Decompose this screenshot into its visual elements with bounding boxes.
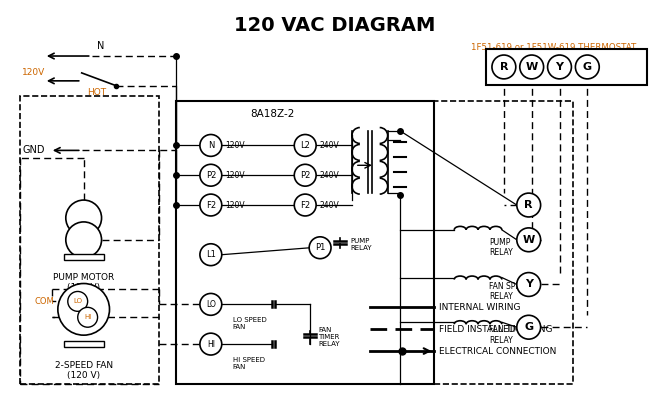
Circle shape — [517, 228, 541, 252]
Text: HOT: HOT — [86, 88, 106, 97]
Polygon shape — [393, 150, 405, 158]
Circle shape — [66, 200, 102, 236]
Text: P2: P2 — [206, 171, 216, 180]
Text: PUMP MOTOR
(120 V): PUMP MOTOR (120 V) — [53, 273, 115, 292]
Text: 120V: 120V — [22, 68, 46, 78]
Circle shape — [200, 134, 222, 156]
Text: W: W — [525, 62, 538, 72]
Circle shape — [294, 194, 316, 216]
Circle shape — [200, 244, 222, 266]
Text: LO: LO — [73, 298, 82, 304]
Text: PUMP
RELAY: PUMP RELAY — [350, 238, 372, 251]
Circle shape — [517, 315, 541, 339]
Circle shape — [200, 194, 222, 216]
Circle shape — [517, 273, 541, 296]
Circle shape — [547, 55, 572, 79]
Bar — [64, 254, 104, 260]
Bar — [176, 101, 434, 384]
Text: L2: L2 — [300, 141, 310, 150]
Text: GND: GND — [22, 145, 45, 155]
Circle shape — [309, 237, 331, 259]
Bar — [64, 341, 104, 347]
Text: P2: P2 — [300, 171, 310, 180]
Text: 120 VAC DIAGRAM: 120 VAC DIAGRAM — [234, 16, 436, 35]
Circle shape — [492, 55, 516, 79]
Circle shape — [520, 55, 543, 79]
Text: 120V: 120V — [224, 141, 245, 150]
Text: INTERNAL WIRING: INTERNAL WIRING — [440, 303, 521, 312]
Circle shape — [576, 55, 599, 79]
Text: LO SPEED
FAN: LO SPEED FAN — [232, 317, 267, 330]
Text: F2: F2 — [300, 201, 310, 210]
Text: ELECTRICAL CONNECTION: ELECTRICAL CONNECTION — [440, 347, 557, 356]
Text: 8A18Z-2: 8A18Z-2 — [251, 109, 295, 119]
Text: HI: HI — [207, 340, 215, 349]
Text: L1: L1 — [206, 250, 216, 259]
Text: G: G — [524, 322, 533, 332]
Text: HI: HI — [84, 314, 91, 320]
Circle shape — [68, 292, 88, 311]
Text: 240V: 240V — [319, 141, 339, 150]
Text: LO: LO — [206, 300, 216, 309]
Text: HI SPEED
FAN: HI SPEED FAN — [232, 357, 265, 370]
Circle shape — [78, 308, 98, 327]
Text: 240V: 240V — [319, 201, 339, 210]
Polygon shape — [393, 134, 405, 142]
Circle shape — [294, 164, 316, 186]
Circle shape — [58, 284, 109, 335]
Circle shape — [66, 222, 102, 258]
Text: N: N — [208, 141, 214, 150]
Circle shape — [200, 293, 222, 315]
Text: N: N — [96, 41, 104, 51]
Text: 120V: 120V — [224, 171, 245, 180]
Polygon shape — [393, 164, 405, 172]
Text: Y: Y — [525, 279, 533, 290]
Text: FIELD INSTALLED WIRING: FIELD INSTALLED WIRING — [440, 325, 553, 334]
Text: 240V: 240V — [319, 171, 339, 180]
Text: G: G — [583, 62, 592, 72]
Text: R: R — [525, 200, 533, 210]
Text: W: W — [523, 235, 535, 245]
Text: R: R — [500, 62, 508, 72]
Circle shape — [517, 193, 541, 217]
Text: FAN TIMER
RELAY: FAN TIMER RELAY — [489, 326, 529, 345]
Text: PUMP
RELAY: PUMP RELAY — [489, 238, 513, 257]
Text: 1F51-619 or 1F51W-619 THERMOSTAT: 1F51-619 or 1F51W-619 THERMOSTAT — [471, 43, 636, 52]
Text: 2-SPEED FAN
(120 V): 2-SPEED FAN (120 V) — [55, 361, 113, 380]
Bar — [434, 101, 574, 384]
Circle shape — [200, 164, 222, 186]
Circle shape — [294, 134, 316, 156]
Circle shape — [200, 333, 222, 355]
Text: COM: COM — [34, 297, 54, 306]
Text: Y: Y — [555, 62, 563, 72]
Bar — [20, 96, 159, 384]
Text: FAN
TIMER
RELAY: FAN TIMER RELAY — [318, 327, 340, 347]
Text: FAN SPEED
RELAY: FAN SPEED RELAY — [489, 282, 531, 301]
Text: P1: P1 — [315, 243, 326, 252]
Text: 120V: 120V — [224, 201, 245, 210]
Polygon shape — [393, 179, 405, 187]
Bar — [486, 49, 647, 85]
Text: F2: F2 — [206, 201, 216, 210]
